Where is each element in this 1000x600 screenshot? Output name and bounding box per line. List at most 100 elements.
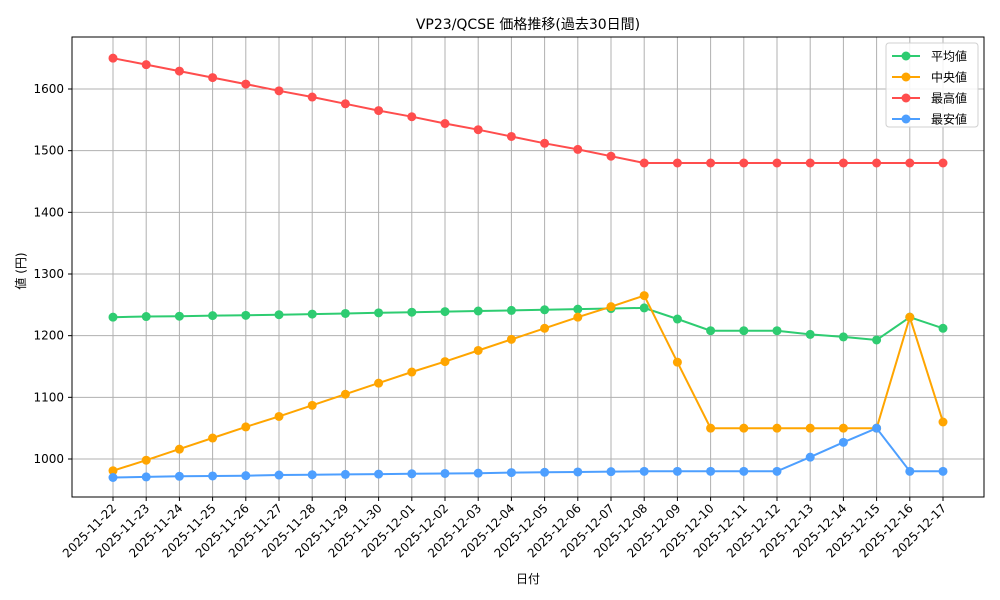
data-point	[108, 466, 118, 476]
data-point	[108, 312, 118, 322]
data-point	[540, 138, 550, 148]
data-point	[473, 345, 483, 355]
data-point	[208, 433, 218, 443]
data-point	[374, 308, 384, 318]
data-point	[639, 303, 649, 313]
data-point	[772, 158, 782, 168]
data-point	[905, 312, 915, 322]
data-point	[440, 468, 450, 478]
data-point	[274, 411, 284, 421]
data-point	[174, 444, 184, 454]
plot-frame	[71, 36, 985, 498]
legend-item: 平均値	[892, 49, 967, 64]
data-point	[540, 305, 550, 315]
y-tick-label: 1400	[33, 205, 64, 219]
data-point	[872, 335, 882, 345]
data-point	[639, 466, 649, 476]
data-point	[241, 422, 251, 432]
data-point	[473, 306, 483, 316]
data-point	[706, 158, 716, 168]
data-point	[706, 326, 716, 336]
data-point	[573, 312, 583, 322]
y-tick-label: 1100	[33, 390, 64, 404]
data-point	[141, 472, 151, 482]
legend-label: 中央値	[931, 70, 967, 85]
chart-title: VP23/QCSE 価格推移(過去30日間)	[416, 17, 640, 33]
data-point	[506, 468, 516, 478]
x-axis-ticks: 2025-11-222025-11-232025-11-242025-11-25…	[60, 497, 949, 560]
data-point	[340, 469, 350, 479]
data-point	[838, 158, 848, 168]
data-point	[340, 308, 350, 318]
data-point	[274, 470, 284, 480]
data-point	[540, 323, 550, 333]
data-point	[374, 378, 384, 388]
data-point	[407, 307, 417, 317]
y-axis-ticks: 1000 1100 1200 1300 1400 1500 1600	[33, 82, 72, 466]
data-point	[241, 471, 251, 481]
series-line	[108, 53, 948, 168]
data-point	[905, 466, 915, 476]
data-point	[772, 326, 782, 336]
data-point	[473, 125, 483, 135]
data-point	[440, 307, 450, 317]
legend-label: 最高値	[931, 91, 967, 106]
legend-marker-icon	[901, 114, 911, 124]
data-point	[141, 312, 151, 322]
legend-marker-icon	[901, 72, 911, 82]
legend-marker-icon	[901, 51, 911, 61]
legend-label: 平均値	[931, 49, 967, 64]
y-tick-label: 1300	[33, 267, 64, 281]
data-point	[374, 469, 384, 479]
data-point	[872, 158, 882, 168]
data-point	[606, 467, 616, 477]
data-point	[174, 311, 184, 321]
data-point	[905, 158, 915, 168]
data-point	[805, 329, 815, 339]
data-point	[440, 357, 450, 367]
y-tick-label: 1200	[33, 329, 64, 343]
data-point	[174, 66, 184, 76]
data-point	[506, 334, 516, 344]
data-point	[805, 452, 815, 462]
data-point	[108, 53, 118, 63]
data-point	[672, 357, 682, 367]
legend-item: 中央値	[892, 70, 967, 85]
data-point	[307, 400, 317, 410]
data-point	[805, 158, 815, 168]
data-point	[573, 144, 583, 154]
data-point	[174, 471, 184, 481]
y-tick-label: 1500	[33, 144, 64, 158]
data-point	[573, 304, 583, 314]
data-point	[772, 423, 782, 433]
data-point	[307, 92, 317, 102]
data-point	[938, 466, 948, 476]
data-point	[672, 314, 682, 324]
data-point	[772, 466, 782, 476]
data-point	[805, 423, 815, 433]
data-point	[838, 332, 848, 342]
x-axis-label: 日付	[516, 572, 540, 586]
legend-marker-icon	[901, 93, 911, 103]
data-point	[739, 423, 749, 433]
y-tick-label: 1600	[33, 82, 64, 96]
data-point	[606, 302, 616, 312]
data-point	[573, 467, 583, 477]
data-point	[241, 79, 251, 89]
y-tick-label: 1000	[33, 452, 64, 466]
data-point	[141, 60, 151, 70]
data-point	[307, 309, 317, 319]
data-point	[473, 468, 483, 478]
data-point	[440, 119, 450, 129]
series-line	[108, 423, 948, 483]
data-point	[938, 158, 948, 168]
data-point	[938, 417, 948, 427]
data-point	[407, 469, 417, 479]
data-point	[307, 470, 317, 480]
data-point	[407, 112, 417, 122]
data-point	[838, 423, 848, 433]
data-point	[208, 73, 218, 83]
series-line	[108, 291, 948, 476]
